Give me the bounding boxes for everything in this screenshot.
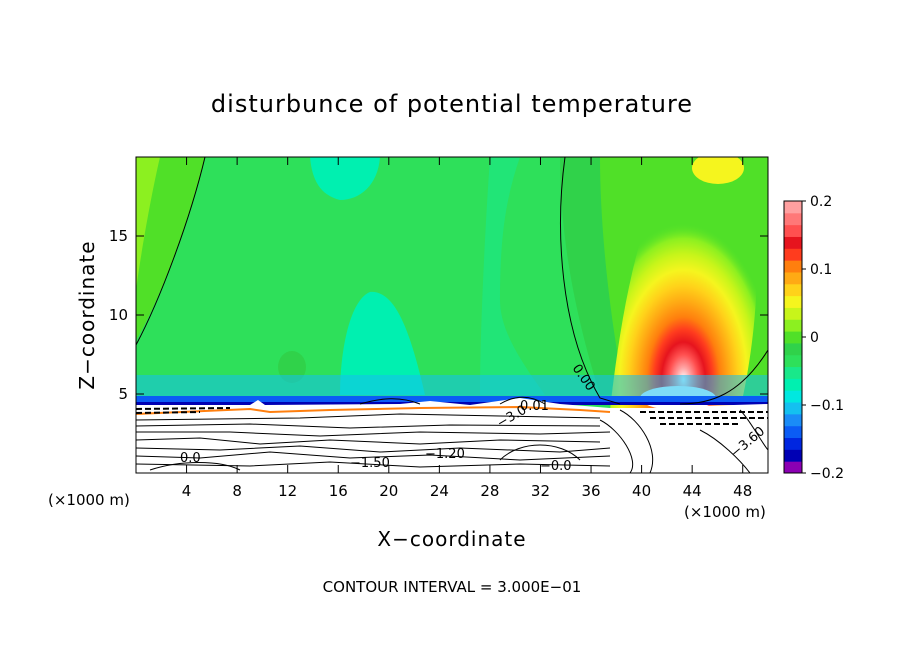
colorbar-swatch xyxy=(784,307,802,320)
x-tick-label: 24 xyxy=(430,482,449,500)
contour-interval-note: CONTOUR INTERVAL = 3.000E−01 xyxy=(323,578,582,596)
plot-area: 0.00 0.01 −1.50 −1.20 −3.60 0.0 −3.0 −0.… xyxy=(136,157,768,474)
colorbar-swatch xyxy=(784,201,802,214)
colorbar-swatch xyxy=(784,437,802,450)
x-tick-label: 36 xyxy=(581,482,600,500)
colorbar-swatch xyxy=(784,295,802,308)
contour-label: −1.20 xyxy=(425,447,465,462)
x-tick-label: 44 xyxy=(683,482,702,500)
colorbar-swatch xyxy=(784,390,802,403)
colorbar-swatch xyxy=(784,224,802,237)
colorbar-tick-label: −0.1 xyxy=(810,398,844,414)
y-tick-label: 15 xyxy=(109,227,128,245)
contour-label: 0.01 xyxy=(520,399,549,414)
field-layer-blue xyxy=(136,396,768,402)
colorbar-swatch xyxy=(784,378,802,391)
colorbar-swatch xyxy=(784,212,802,226)
x-tick-label: 20 xyxy=(379,482,398,500)
field-cyan-top xyxy=(310,157,380,200)
x-unit-label: (×1000 m) xyxy=(48,491,130,509)
x-tick-label: 12 xyxy=(278,482,297,500)
contour-label: −1.50 xyxy=(350,456,390,471)
colorbar-swatch xyxy=(784,331,802,344)
field-left-edge xyxy=(136,157,160,290)
field-edge-orange xyxy=(136,405,611,415)
colorbar-swatch xyxy=(784,319,802,332)
field-yellow-top xyxy=(692,157,744,184)
x-tick-label: 16 xyxy=(329,482,348,500)
colorbar-swatch xyxy=(784,260,802,273)
colorbar-swatch xyxy=(784,425,802,439)
contour-label: −0.0 xyxy=(540,459,572,474)
field-cyan-center xyxy=(340,291,425,395)
y-axis: 5 10 15 xyxy=(109,227,768,403)
colorbar-swatch xyxy=(784,402,802,415)
colorbar-tick-label: 0 xyxy=(810,330,819,346)
x-tick-label: 48 xyxy=(733,482,752,500)
colorbar-swatch xyxy=(784,283,802,297)
field-warm-plume xyxy=(610,157,757,410)
contour-lines xyxy=(136,157,768,473)
contour-dashes xyxy=(136,407,768,425)
colorbar-swatch xyxy=(784,449,802,462)
x-tick-label: 32 xyxy=(531,482,550,500)
x-tick-label: 4 xyxy=(182,482,192,500)
colorbar-tick-label: 0.1 xyxy=(810,262,832,278)
x-axis-title: X−coordinate xyxy=(377,527,526,551)
field-upper-left xyxy=(136,157,205,340)
colorbar-swatch xyxy=(784,413,802,427)
colorbar-swatch xyxy=(784,271,802,285)
field-cyan-right xyxy=(480,157,545,395)
colorbar-swatch xyxy=(784,354,802,368)
x-tick-label: 28 xyxy=(480,482,499,500)
y-axis-title: Z−coordinate xyxy=(75,240,99,389)
y-tick-label: 10 xyxy=(109,306,128,324)
colorbar-swatch xyxy=(784,236,802,249)
colorbar-swatch xyxy=(784,342,802,356)
colorbar-tick-label: 0.2 xyxy=(810,194,832,210)
x-tick-label: 8 xyxy=(232,482,242,500)
chart-title: disturbunce of potential temperature xyxy=(211,90,693,118)
y-tick-label: 5 xyxy=(118,385,128,403)
contour-label: 0.0 xyxy=(180,451,201,466)
colorbar-swatch xyxy=(784,248,802,261)
field-layer-cyan xyxy=(136,375,768,397)
colorbar-tick-label: −0.2 xyxy=(810,466,844,482)
colorbar-swatch xyxy=(784,461,802,474)
x-tick-label: 40 xyxy=(632,482,651,500)
colorbar: 0.2 0.1 0 −0.1 −0.2 xyxy=(783,194,844,482)
x-unit-label-right: (×1000 m) xyxy=(684,503,766,521)
colorbar-swatch xyxy=(784,366,802,379)
x-axis: 4 8 12 16 20 24 28 32 36 40 44 48 xyxy=(182,157,752,500)
